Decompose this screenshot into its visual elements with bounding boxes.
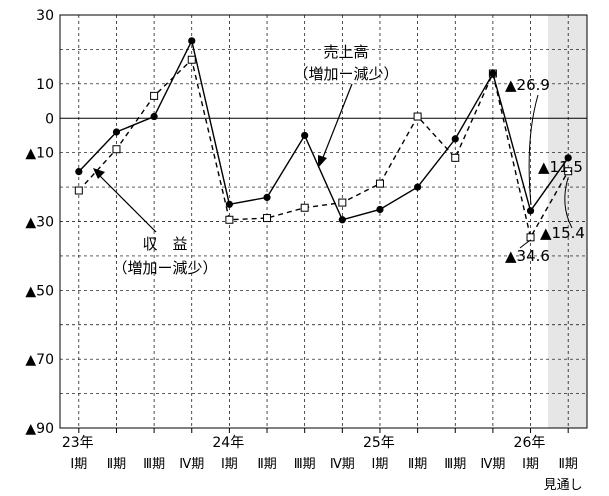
series-lines <box>78 38 569 240</box>
profit-series-line <box>78 38 569 221</box>
profit-point <box>564 154 572 162</box>
sales-point <box>225 215 234 224</box>
x-tick-label: Ⅱ期 <box>107 457 126 472</box>
profit-point <box>150 112 158 121</box>
sales-series-line <box>78 58 569 240</box>
profit-callout-arrow <box>97 173 157 233</box>
profit-point <box>225 200 233 208</box>
y-tick-label: ▲70 <box>25 352 54 368</box>
sales-point <box>413 112 422 121</box>
x-tick-label: Ⅳ期 <box>330 457 355 472</box>
annotation-sales-forecast: ▲15.4 <box>540 224 585 242</box>
annotation-leader-forecast <box>564 177 573 229</box>
sales-label-line2: （増加ー減少） <box>293 65 398 83</box>
sales-point <box>263 214 272 223</box>
sales-point <box>338 198 347 207</box>
annotation-profit-26-1: ▲26.9 <box>505 76 550 94</box>
profit-point <box>489 69 497 78</box>
x-tick-label: Ⅲ期 <box>143 457 165 472</box>
annotation-leader-26-1-sales <box>519 239 532 249</box>
annotation-profit-forecast: ▲11.5 <box>538 158 583 176</box>
profit-point <box>526 207 535 215</box>
x-year-label: 25年 <box>363 435 395 451</box>
sales-point <box>564 167 573 176</box>
annotation-leader-26-1 <box>528 94 539 206</box>
profit-point <box>338 216 346 224</box>
y-tick-label: ▲10 <box>25 146 54 162</box>
profit-point <box>112 128 121 136</box>
series-markers <box>74 37 573 242</box>
sales-point <box>187 55 196 64</box>
y-tick-label: ▲50 <box>25 283 54 299</box>
y-tick-label: ▲90 <box>25 421 54 437</box>
profit-point <box>263 193 271 202</box>
sales-point <box>112 145 121 154</box>
x-tick-label: Ⅲ期 <box>294 457 316 472</box>
x-tick-label: Ⅱ期 <box>558 457 577 472</box>
x-tick-label: Ⅲ期 <box>444 457 466 472</box>
grid <box>60 15 587 428</box>
sales-point <box>451 153 460 162</box>
x-tick-label: Ⅳ期 <box>480 457 505 472</box>
sales-point <box>375 179 384 188</box>
x-axis-ticks: Ⅰ期 Ⅱ期 Ⅲ期 Ⅳ期 Ⅰ期 Ⅱ期 Ⅲ期 Ⅳ期 Ⅰ期 Ⅱ期 Ⅲ期 Ⅳ期 Ⅰ期 Ⅱ期 23年 24年 25年 26年… <box>62 428 583 493</box>
y-tick-label: 0 <box>45 111 54 127</box>
x-year-label: 26年 <box>514 435 546 451</box>
y-tick-label: 10 <box>36 77 54 93</box>
profit-label-line1: 収 益 <box>142 235 187 253</box>
x-tick-label: Ⅰ期 <box>372 457 389 472</box>
y-axis-ticks: 30 10 0 ▲10 ▲30 ▲50 ▲70 ▲90 <box>25 8 54 437</box>
profit-point <box>75 167 83 176</box>
sales-point <box>300 203 309 212</box>
sales-label-line1: 売上高 <box>323 43 368 61</box>
plot-frame <box>59 14 588 429</box>
sales-callout-arrow <box>321 83 353 161</box>
x-year-label: 23年 <box>62 435 94 451</box>
x-tick-label: Ⅱ期 <box>408 457 427 472</box>
x-tick-label: Ⅰ期 <box>70 457 87 472</box>
sales-point <box>150 91 159 100</box>
sales-callout-arrowhead <box>318 155 327 168</box>
y-tick-label: 30 <box>36 8 54 24</box>
sales-point <box>74 186 83 195</box>
x-tick-label: Ⅰ期 <box>221 457 238 472</box>
profit-point <box>188 37 196 45</box>
profit-point <box>451 135 459 143</box>
profit-point <box>376 205 384 214</box>
x-tick-label: Ⅳ期 <box>179 457 204 472</box>
x-forecast-label: 見通し <box>544 478 583 493</box>
x-year-label: 24年 <box>212 435 244 451</box>
y-tick-label: ▲30 <box>25 215 54 231</box>
x-tick-label: Ⅱ期 <box>257 457 276 472</box>
profit-point <box>301 131 309 140</box>
sales-point <box>526 233 535 242</box>
profit-label-line2: （増加ー減少） <box>112 259 217 277</box>
profit-point <box>414 183 422 191</box>
profit-callout-arrowhead <box>93 168 105 179</box>
annotation-sales-26-1: ▲34.6 <box>505 247 550 265</box>
x-tick-label: Ⅰ期 <box>522 457 539 472</box>
